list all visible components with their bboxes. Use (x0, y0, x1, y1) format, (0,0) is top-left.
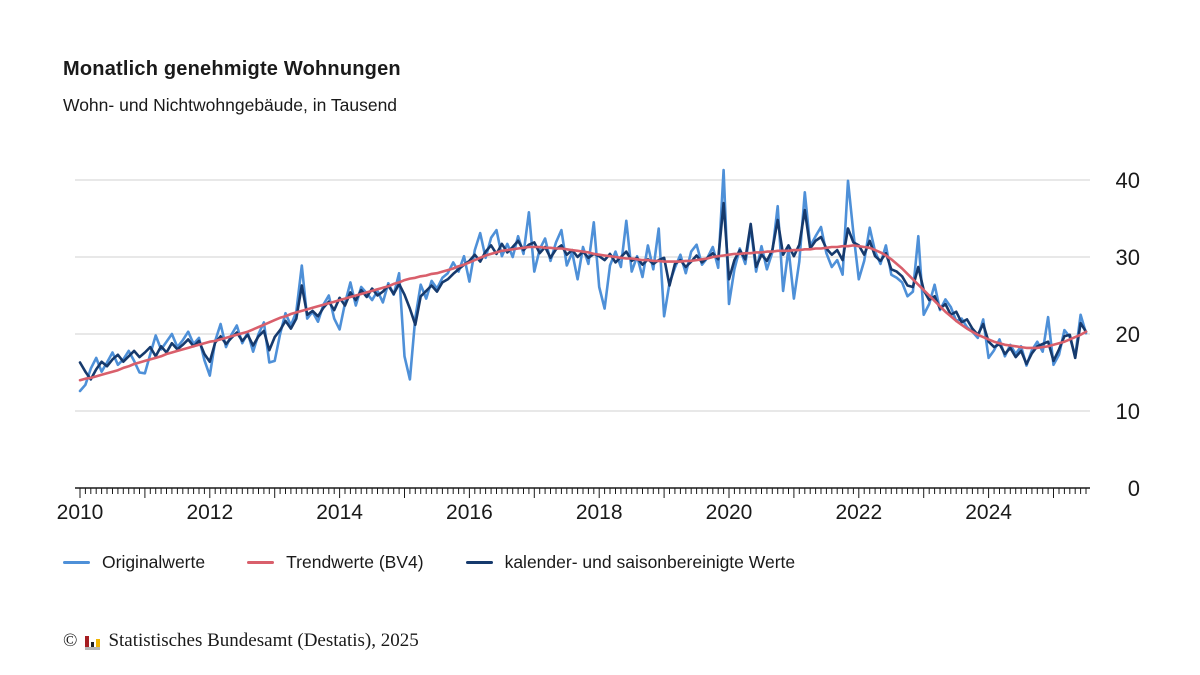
legend-item-trendwerte: Trendwerte (BV4) (247, 552, 424, 573)
svg-text:2012: 2012 (186, 501, 233, 524)
svg-text:2016: 2016 (446, 501, 493, 524)
saisonbereinigt-line-icon (465, 560, 493, 565)
source-text: Statistisches Bundesamt (Destatis), 2025 (108, 630, 419, 651)
legend-item-originalwerte: Originalwerte (63, 552, 205, 573)
page-title: Monatlich genehmigte Wohnungen (63, 58, 401, 80)
svg-text:30: 30 (1116, 245, 1140, 270)
svg-text:2010: 2010 (57, 501, 104, 524)
svg-text:0: 0 (1128, 476, 1140, 501)
legend-item-saisonbereinigt: kalender- und saisonbereinigte Werte (465, 552, 796, 573)
svg-text:20: 20 (1116, 322, 1140, 347)
svg-text:2018: 2018 (576, 501, 623, 524)
page-subtitle: Wohn- und Nichtwohngebäude, in Tausend (63, 95, 398, 115)
legend-label: Originalwerte (102, 552, 206, 572)
svg-text:2014: 2014 (316, 501, 363, 524)
destatis-logo-icon (84, 633, 101, 650)
svg-text:40: 40 (1116, 168, 1140, 193)
svg-text:10: 10 (1116, 399, 1140, 424)
legend-label: Trendwerte (BV4) (286, 552, 424, 572)
svg-text:2024: 2024 (965, 501, 1012, 524)
svg-text:2020: 2020 (706, 501, 753, 524)
trendwerte-line-icon (247, 560, 275, 565)
svg-text:2022: 2022 (835, 501, 882, 524)
source-line: © Statistisches Bundesamt (Destatis), 20… (63, 630, 419, 652)
copyright-symbol: © (63, 630, 78, 651)
originalwerte-line-icon (63, 560, 90, 565)
legend-label: kalender- und saisonbereinigte Werte (504, 552, 796, 572)
chart-legend: Originalwerte Trendwerte (BV4) kalender-… (63, 552, 795, 573)
